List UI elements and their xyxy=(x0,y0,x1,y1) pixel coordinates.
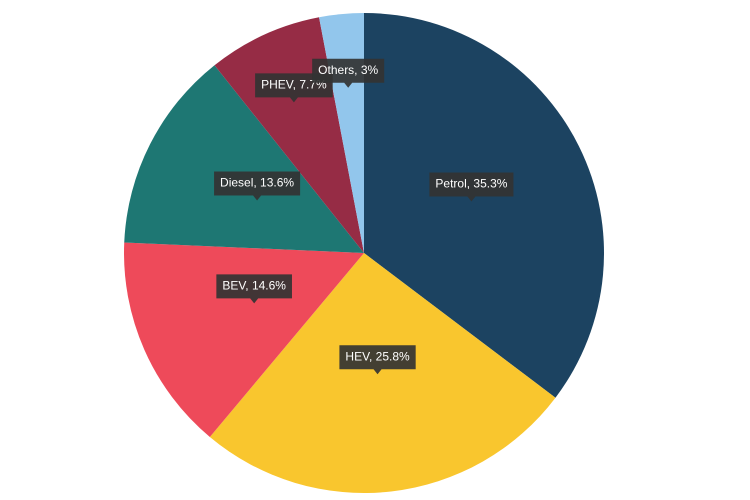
data-label-text: HEV, 25.8% xyxy=(345,349,410,363)
pie-slice xyxy=(364,13,604,398)
data-label-text: Petrol, 35.3% xyxy=(435,177,507,191)
data-label-text: Diesel, 13.6% xyxy=(220,176,294,190)
data-label-box xyxy=(429,172,514,202)
data-label-text: BEV, 14.6% xyxy=(222,279,286,293)
data-label: Petrol, 35.3% xyxy=(429,172,514,202)
pie-slice xyxy=(209,253,556,493)
data-label: Others, 3% xyxy=(312,58,385,88)
pie-slice xyxy=(124,65,365,254)
data-label-box xyxy=(216,274,292,304)
data-label-box xyxy=(214,171,301,201)
data-label: HEV, 25.8% xyxy=(339,345,416,375)
data-label: Diesel, 13.6% xyxy=(214,171,301,201)
data-label-box xyxy=(339,345,416,375)
data-label-text: PHEV, 7.7% xyxy=(261,77,327,91)
data-label-box xyxy=(312,58,385,88)
data-label-text: Others, 3% xyxy=(318,63,378,77)
pie-slice xyxy=(123,242,364,437)
data-label: BEV, 14.6% xyxy=(216,274,292,304)
